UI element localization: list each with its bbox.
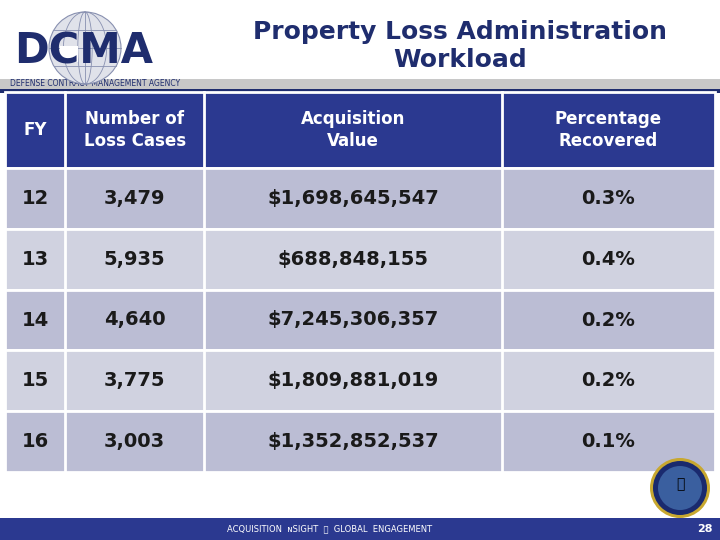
Text: FY: FY (24, 121, 47, 139)
Text: 12: 12 (22, 189, 49, 208)
Text: DEFENSE CONTRACT MANAGEMENT AGENCY: DEFENSE CONTRACT MANAGEMENT AGENCY (10, 79, 180, 89)
Text: $7,245,306,357: $7,245,306,357 (267, 310, 438, 329)
Text: 3,775: 3,775 (104, 372, 166, 390)
Text: 4,640: 4,640 (104, 310, 166, 329)
Text: Workload: Workload (393, 48, 527, 72)
FancyBboxPatch shape (5, 229, 715, 289)
FancyBboxPatch shape (5, 92, 715, 168)
FancyBboxPatch shape (0, 518, 720, 540)
Text: 0.2%: 0.2% (582, 310, 636, 329)
Text: 3,003: 3,003 (104, 432, 165, 451)
Text: 14: 14 (22, 310, 49, 329)
Circle shape (658, 466, 702, 510)
Text: 3,479: 3,479 (104, 189, 166, 208)
FancyBboxPatch shape (60, 46, 78, 62)
Text: 16: 16 (22, 432, 49, 451)
Text: DCMA: DCMA (14, 31, 153, 73)
Text: 🦅: 🦅 (676, 477, 684, 491)
Text: 0.2%: 0.2% (582, 372, 636, 390)
FancyBboxPatch shape (5, 168, 715, 229)
Text: Number of
Loss Cases: Number of Loss Cases (84, 110, 186, 150)
FancyBboxPatch shape (0, 79, 720, 89)
Text: 28: 28 (697, 524, 713, 534)
Text: 0.3%: 0.3% (582, 189, 635, 208)
Text: Percentage
Recovered: Percentage Recovered (555, 110, 662, 150)
FancyBboxPatch shape (0, 89, 720, 93)
Text: 0.1%: 0.1% (582, 432, 636, 451)
Text: $1,809,881,019: $1,809,881,019 (267, 372, 438, 390)
Text: $1,698,645,547: $1,698,645,547 (267, 189, 438, 208)
Text: ACQUISITION  ɴSIGHT  Ⓞ  GLOBAL  ENGAGEMENT: ACQUISITION ɴSIGHT Ⓞ GLOBAL ENGAGEMENT (228, 524, 433, 534)
Text: Property Loss Administration: Property Loss Administration (253, 20, 667, 44)
Text: 15: 15 (22, 372, 49, 390)
Text: 5,935: 5,935 (104, 249, 166, 269)
Text: 13: 13 (22, 249, 49, 269)
Text: Acquisition
Value: Acquisition Value (301, 110, 405, 150)
Circle shape (49, 12, 121, 84)
FancyBboxPatch shape (5, 411, 715, 472)
Circle shape (653, 461, 707, 515)
Text: $688,848,155: $688,848,155 (277, 249, 428, 269)
Text: 0.4%: 0.4% (582, 249, 636, 269)
FancyBboxPatch shape (5, 289, 715, 350)
Text: $1,352,852,537: $1,352,852,537 (267, 432, 438, 451)
FancyBboxPatch shape (5, 350, 715, 411)
Circle shape (650, 458, 710, 518)
